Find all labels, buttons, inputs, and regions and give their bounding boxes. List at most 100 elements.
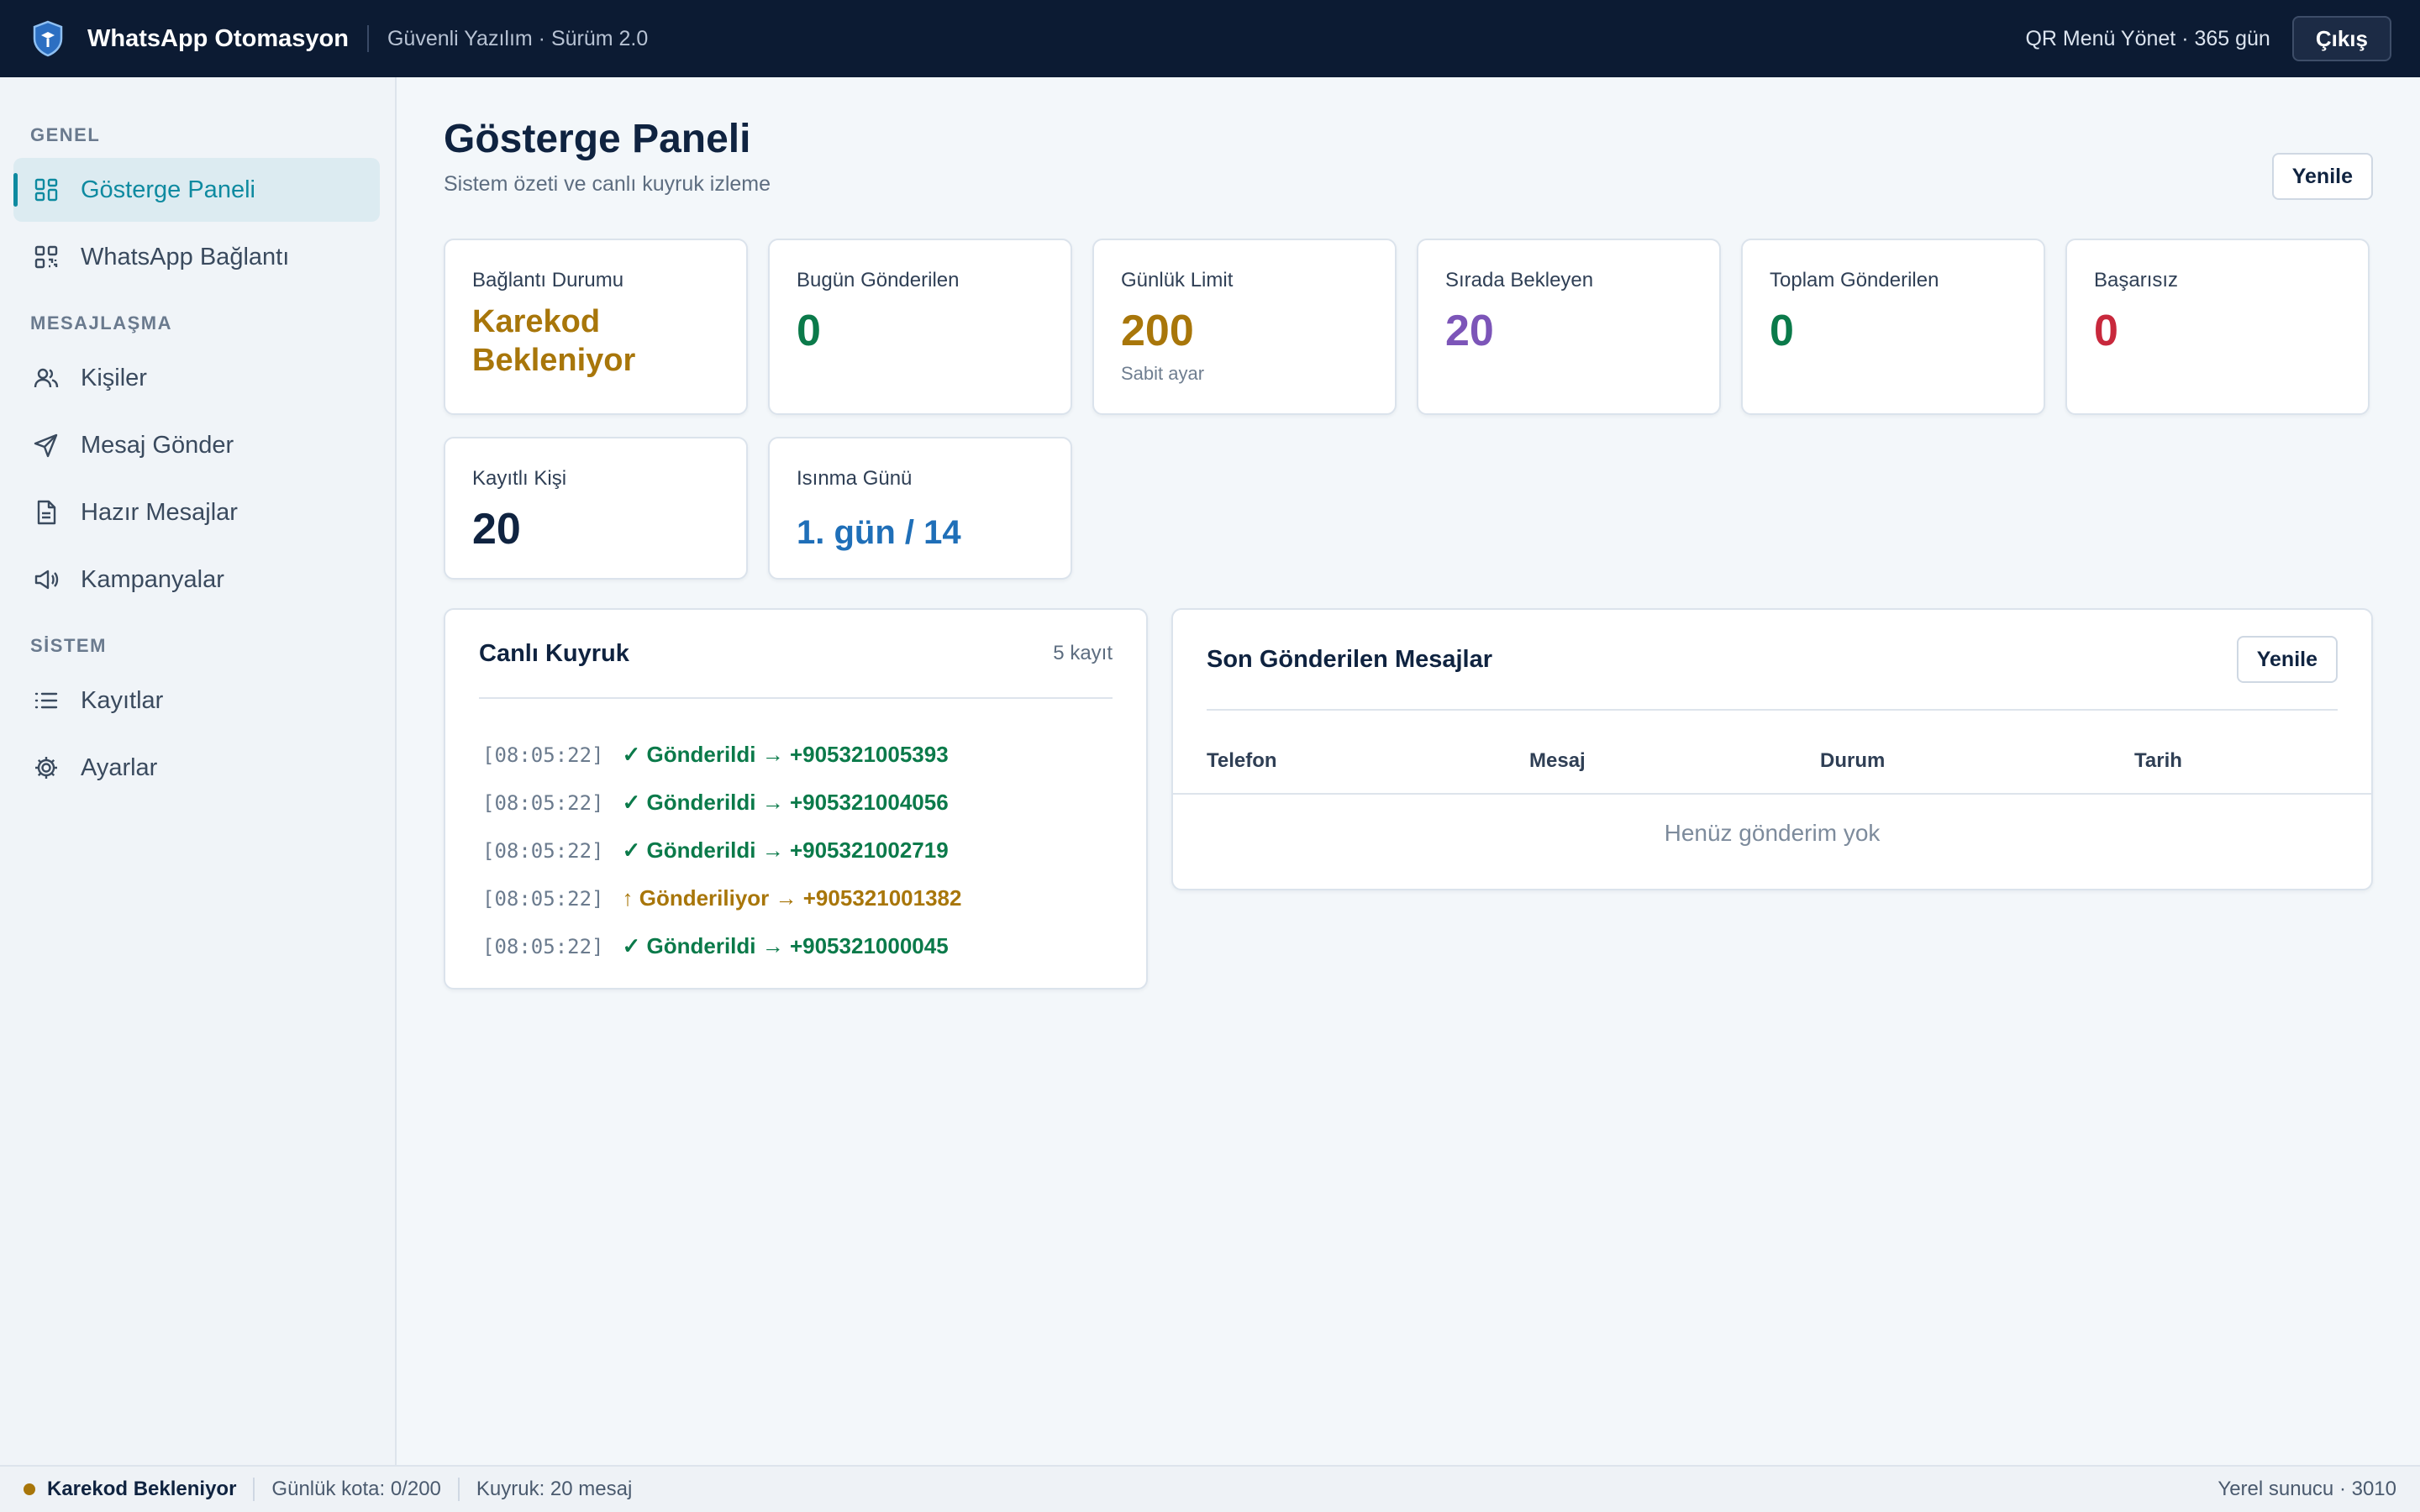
stat-card-contacts: Kayıtlı Kişi 20 — [444, 437, 748, 580]
column-status[interactable]: Durum — [1820, 749, 1886, 772]
queue-list: [08:05:22] ✓ Gönderildi → +905321005393 … — [479, 699, 1113, 970]
queue-status: ✓ Gönderildi → +905321000045 — [622, 933, 949, 958]
status-bar: Karekod Bekleniyor Günlük kota: 0/200 Ku… — [0, 1465, 2420, 1512]
stat-value: 200 — [1121, 307, 1194, 355]
status-queue: Kuyruk: 20 mesaj — [476, 1478, 633, 1500]
qr-icon — [32, 243, 60, 271]
sidebar-section-general: GENEL — [30, 124, 101, 145]
sidebar-section-system: SİSTEM — [30, 635, 107, 656]
recent-refresh-button[interactable]: Yenile — [2236, 636, 2338, 683]
queue-time: [08:05:22] — [482, 838, 604, 863]
sidebar-item-label: Kayıtlar — [81, 686, 164, 714]
sidebar-item-send-message[interactable]: Mesaj Gönder — [13, 413, 380, 477]
stat-label: Bugün Gönderilen — [797, 269, 960, 291]
queue-count: 5 kayıt — [1053, 642, 1113, 664]
sidebar-item-label: Kampanyalar — [81, 565, 224, 593]
live-queue-panel: Canlı Kuyruk 5 kayıt [08:05:22] ✓ Gönder… — [444, 608, 1148, 990]
stat-card-daily-limit: Günlük Limit 200 Sabit ayar — [1092, 239, 1397, 415]
queue-time: [08:05:22] — [482, 790, 604, 815]
connection-status-value: Karekod Bekleniyor — [472, 304, 636, 378]
main-content: Gösterge Paneli Sistem özeti ve canlı ku… — [398, 77, 2420, 1465]
refresh-button[interactable]: Yenile — [2271, 153, 2373, 200]
stat-label: Sırada Bekleyen — [1445, 269, 1594, 291]
stat-label: Isınma Günü — [797, 467, 913, 490]
sidebar-item-label: WhatsApp Bağlantı — [81, 243, 290, 270]
sidebar-section-messaging: MESAJLAŞMA — [30, 312, 173, 333]
status-connection: Karekod Bekleniyor — [47, 1478, 237, 1500]
send-icon — [32, 431, 60, 459]
queue-status: ✓ Gönderildi → +905321005393 — [622, 742, 949, 767]
status-divider — [457, 1478, 460, 1501]
stat-value: 0 — [2094, 307, 2118, 355]
gear-icon — [32, 753, 60, 782]
stat-card-warmup-day: Isınma Günü 1. gün / 14 — [768, 437, 1072, 580]
panel-title: Son Gönderilen Mesajlar — [1207, 645, 1493, 673]
stat-card-sent-today: Bugün Gönderilen 0 — [768, 239, 1072, 415]
document-icon — [32, 498, 60, 527]
connection-status-dot — [24, 1483, 35, 1495]
header-divider — [366, 25, 369, 52]
column-phone[interactable]: Telefon — [1207, 749, 1277, 772]
stat-label: Kayıtlı Kişi — [472, 467, 567, 490]
stat-label: Bağlantı Durumu — [472, 269, 624, 291]
stat-label: Başarısız — [2094, 269, 2179, 291]
megaphone-icon — [32, 565, 60, 594]
dashboard-icon — [32, 176, 60, 204]
stat-card-connection: Bağlantı Durumu Karekod Bekleniyor — [444, 239, 748, 415]
shield-logo-icon — [29, 19, 67, 58]
queue-row: [08:05:22] ↑ Gönderiliyor → +90532100138… — [479, 874, 1113, 922]
sidebar-item-campaigns[interactable]: Kampanyalar — [13, 548, 380, 612]
queue-status: ✓ Gönderildi → +905321002719 — [622, 837, 949, 863]
app-title: WhatsApp Otomasyon — [87, 24, 349, 52]
sidebar-item-dashboard[interactable]: Gösterge Paneli — [13, 158, 380, 222]
stat-value: 20 — [1445, 307, 1494, 355]
sidebar-item-label: Hazır Mesajlar — [81, 498, 238, 526]
stat-label: Günlük Limit — [1121, 269, 1234, 291]
logout-button[interactable]: Çıkış — [2291, 16, 2391, 61]
panel-title: Canlı Kuyruk — [479, 639, 629, 667]
app-subtitle: Güvenli Yazılım · Sürüm 2.0 — [387, 26, 649, 50]
sidebar-item-label: Mesaj Gönder — [81, 431, 234, 459]
sidebar-item-label: Kişiler — [81, 364, 147, 391]
sidebar-item-templates[interactable]: Hazır Mesajlar — [13, 480, 380, 544]
top-bar: WhatsApp Otomasyon Güvenli Yazılım · Sür… — [0, 0, 2420, 77]
sidebar-item-label: Gösterge Paneli — [81, 176, 255, 203]
sidebar: GENEL Gösterge Paneli WhatsApp Bağlantı … — [0, 77, 397, 1465]
stats-grid: Bağlantı Durumu Karekod Bekleniyor Bugün… — [444, 239, 2373, 580]
column-date[interactable]: Tarih — [2134, 749, 2182, 772]
empty-state: Henüz gönderim yok — [1664, 820, 1881, 846]
stat-card-queued: Sırada Bekleyen 20 — [1417, 239, 1721, 415]
sidebar-item-contacts[interactable]: Kişiler — [13, 346, 380, 410]
stat-hint: Sabit ayar — [1121, 363, 1205, 384]
stat-label: Toplam Gönderilen — [1770, 269, 1939, 291]
users-icon — [32, 364, 60, 392]
stat-value: 1. gün / 14 — [797, 514, 961, 551]
queue-time: [08:05:22] — [482, 934, 604, 958]
queue-time: [08:05:22] — [482, 743, 604, 767]
recent-messages-panel: Son Gönderilen Mesajlar Yenile Telefon M… — [1171, 608, 2373, 890]
status-server: Yerel sunucu · 3010 — [2217, 1478, 2396, 1500]
queue-row: [08:05:22] ✓ Gönderildi → +905321005393 — [479, 731, 1113, 779]
table-header: Telefon Mesaj Durum Tarih — [1173, 711, 2371, 795]
stat-card-total-sent: Toplam Gönderilen 0 — [1741, 239, 2045, 415]
stat-value: 20 — [472, 505, 521, 554]
stat-value: 0 — [1770, 307, 1794, 355]
page-title: Gösterge Paneli — [444, 117, 751, 161]
queue-row: [08:05:22] ✓ Gönderildi → +905321002719 — [479, 827, 1113, 874]
queue-row: [08:05:22] ✓ Gönderildi → +905321000045 — [479, 922, 1113, 970]
column-message[interactable]: Mesaj — [1529, 749, 1586, 772]
page-subtitle: Sistem özeti ve canlı kuyruk izleme — [444, 172, 771, 196]
sidebar-item-whatsapp-connection[interactable]: WhatsApp Bağlantı — [13, 225, 380, 289]
queue-status: ↑ Gönderiliyor → +905321001382 — [622, 885, 962, 911]
queue-row: [08:05:22] ✓ Gönderildi → +905321004056 — [479, 779, 1113, 827]
sidebar-item-settings[interactable]: Ayarlar — [13, 736, 380, 800]
status-divider — [253, 1478, 255, 1501]
queue-status: ✓ Gönderildi → +905321004056 — [622, 790, 949, 815]
list-icon — [32, 686, 60, 715]
sidebar-item-label: Ayarlar — [81, 753, 158, 781]
status-quota: Günlük kota: 0/200 — [271, 1478, 441, 1500]
license-info: QR Menü Yönet · 365 gün — [2025, 26, 2270, 50]
stat-card-failed: Başarısız 0 — [2065, 239, 2370, 415]
queue-time: [08:05:22] — [482, 886, 604, 911]
sidebar-item-logs[interactable]: Kayıtlar — [13, 669, 380, 732]
